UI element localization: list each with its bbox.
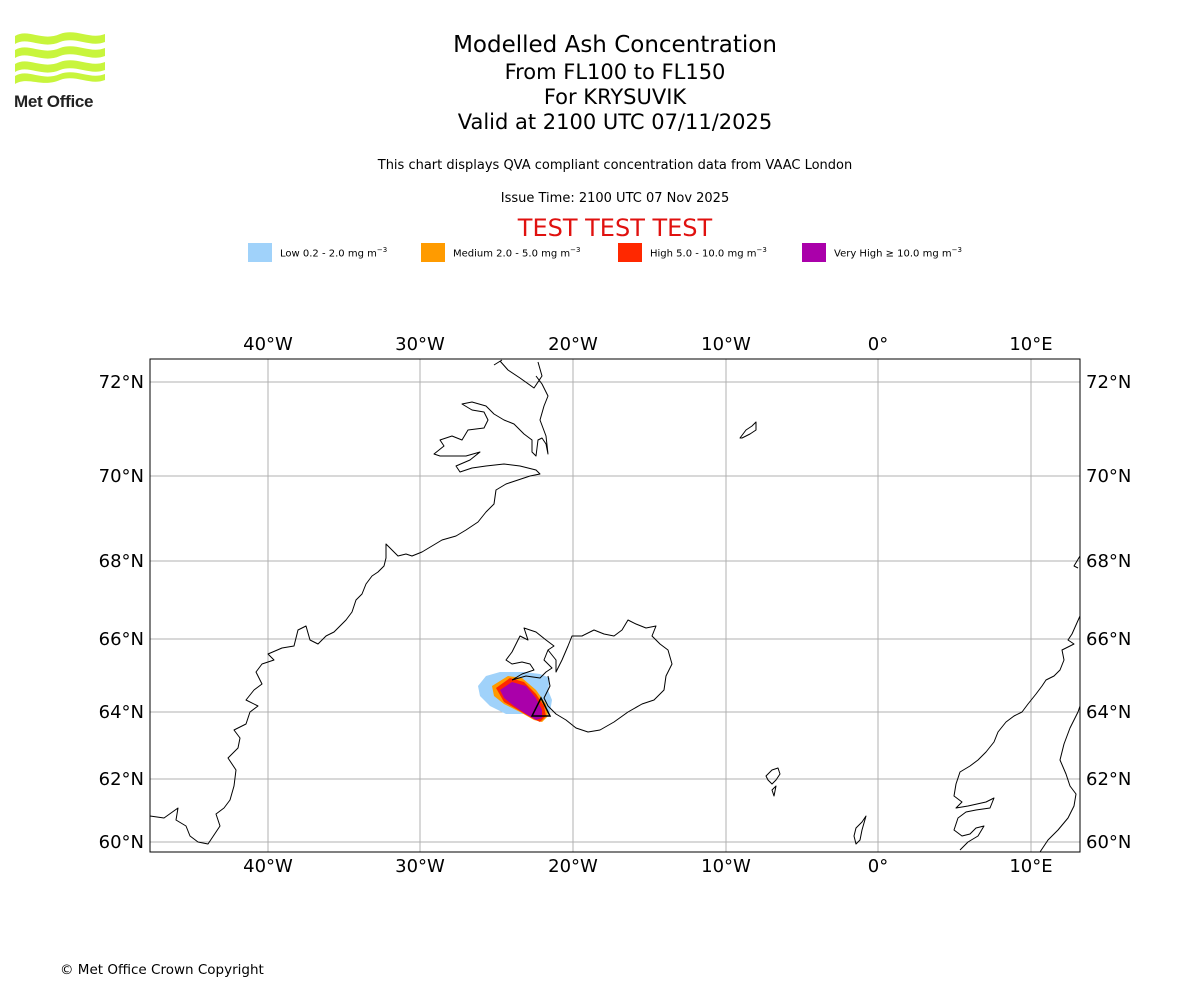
lat-label: 60°N (99, 832, 144, 853)
lon-label: 0° (868, 334, 888, 355)
met-office-logo-icon (15, 32, 105, 84)
legend-item-very-high: Very High ≥ 10.0 mg m−3 (802, 243, 962, 262)
issue-time: Issue Time: 2100 UTC 07 Nov 2025 (500, 191, 730, 206)
volcano-name: For KRYSUVIK (543, 85, 687, 109)
legend-label: High 5.0 - 10.0 mg m−3 (650, 245, 767, 260)
legend-item-high: High 5.0 - 10.0 mg m−3 (618, 243, 767, 262)
qva-note: This chart displays QVA compliant concen… (377, 158, 853, 173)
lat-label: 68°N (99, 551, 144, 572)
lon-label: 30°W (395, 334, 445, 355)
lat-label: 66°N (1086, 629, 1131, 650)
legend-item-medium: Medium 2.0 - 5.0 mg m−3 (421, 243, 580, 262)
map-frame (149, 358, 1081, 853)
lat-labels-right: 72°N 70°N 68°N 66°N 64°N 62°N 60°N (1086, 372, 1131, 853)
lat-label: 64°N (99, 702, 144, 723)
page-title: Modelled Ash Concentration (453, 32, 777, 58)
lon-label: 40°W (243, 856, 293, 877)
coast-jan-mayen (739, 421, 757, 439)
test-banner: TEST TEST TEST (517, 214, 713, 242)
lat-label: 70°N (1086, 466, 1131, 487)
legend-swatch-low (248, 243, 272, 262)
lat-label: 62°N (99, 769, 144, 790)
lon-label: 20°W (548, 856, 598, 877)
graticule (150, 359, 1080, 852)
chart-titles: Modelled Ash Concentration From FL100 to… (330, 30, 900, 135)
legend-label: Very High ≥ 10.0 mg m−3 (834, 245, 962, 260)
map-background (150, 359, 1080, 852)
coast-faroe (765, 767, 781, 797)
ash-plume (478, 672, 552, 722)
lon-label: 0° (868, 856, 888, 877)
lat-label: 72°N (1086, 372, 1131, 393)
coast-shetland (853, 815, 867, 845)
legend-swatch-high (618, 243, 642, 262)
logo-text: Met Office (14, 92, 94, 111)
legend-label: Medium 2.0 - 5.0 mg m−3 (453, 245, 581, 260)
coast-norway (953, 555, 1080, 852)
lat-label: 62°N (1086, 769, 1131, 790)
volcano-marker-icon (530, 696, 552, 717)
legend-swatch-very-high (802, 243, 826, 262)
coast-greenland (150, 359, 549, 845)
lat-label: 64°N (1086, 702, 1131, 723)
lon-label: 10°W (701, 856, 751, 877)
lat-label: 60°N (1086, 832, 1131, 853)
legend-swatch-medium (421, 243, 445, 262)
flight-levels: From FL100 to FL150 (504, 60, 726, 84)
lon-label: 30°W (395, 856, 445, 877)
lon-label: 10°E (1009, 334, 1052, 355)
lon-label: 10°W (701, 334, 751, 355)
copyright: © Met Office Crown Copyright (60, 962, 264, 978)
lat-label: 68°N (1086, 551, 1131, 572)
lon-label: 40°W (243, 334, 293, 355)
lat-label: 72°N (99, 372, 144, 393)
lat-label: 66°N (99, 629, 144, 650)
lon-label: 10°E (1009, 856, 1052, 877)
ash-very-high-area (500, 682, 542, 720)
lon-label: 20°W (548, 334, 598, 355)
valid-time: Valid at 2100 UTC 07/11/2025 (457, 110, 773, 134)
lat-labels-left: 72°N 70°N 68°N 66°N 64°N 62°N 60°N (99, 372, 144, 853)
legend-item-low: Low 0.2 - 2.0 mg m−3 (248, 243, 387, 262)
coast-iceland (505, 619, 673, 733)
legend-label: Low 0.2 - 2.0 mg m−3 (280, 245, 388, 260)
lon-labels-top: 40°W 30°W 20°W 10°W 0° 10°E (243, 334, 1052, 355)
coastlines (150, 359, 1080, 852)
lon-labels-bottom: 40°W 30°W 20°W 10°W 0° 10°E (243, 856, 1052, 877)
lat-label: 70°N (99, 466, 144, 487)
